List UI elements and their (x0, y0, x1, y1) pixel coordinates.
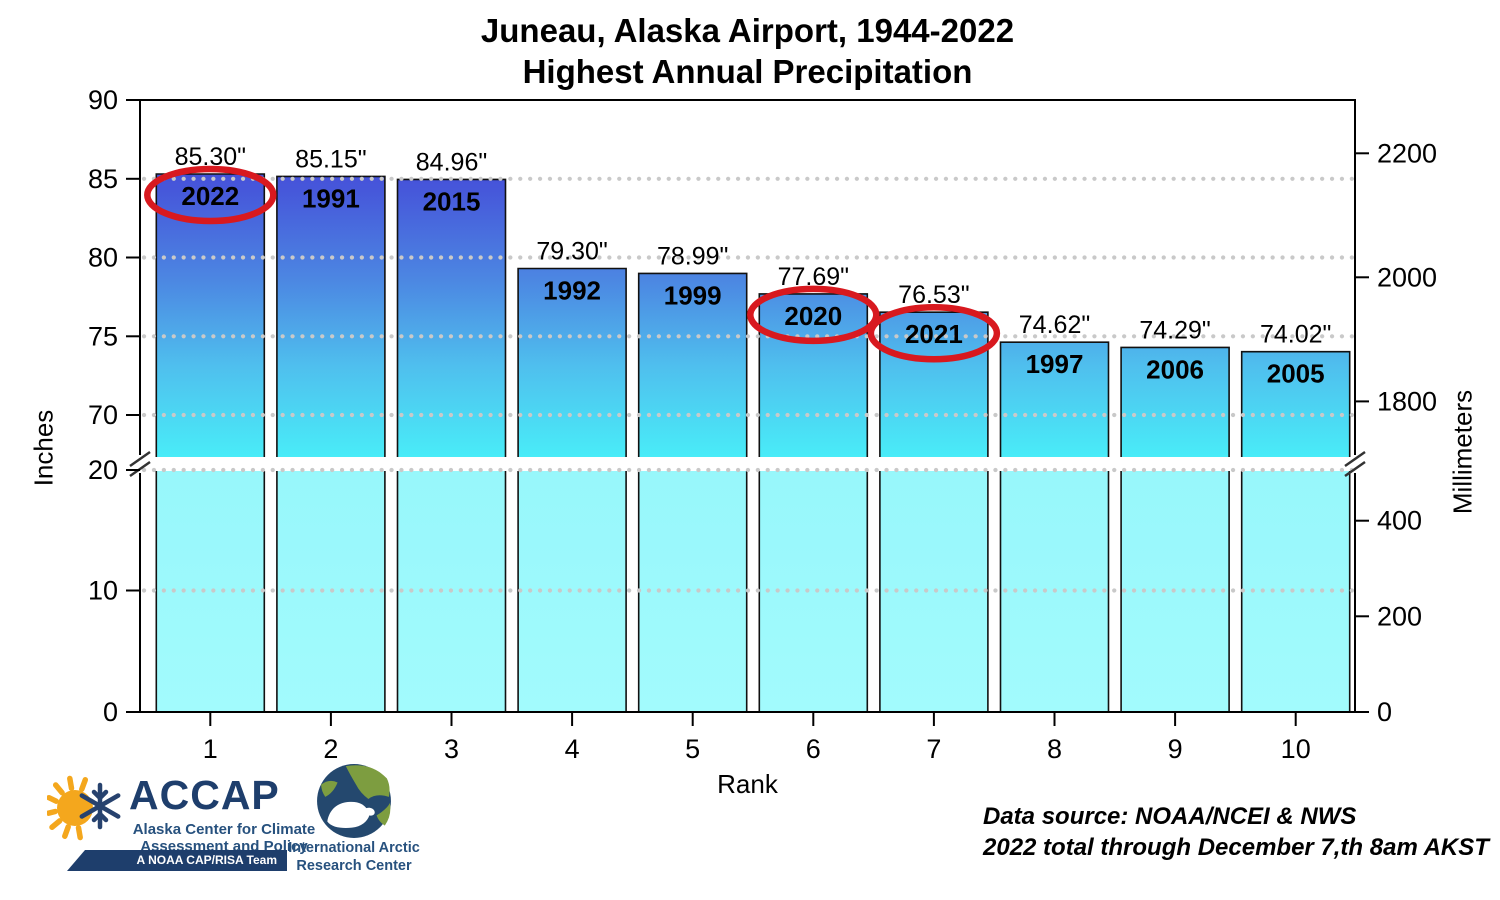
iarc-title-line-2: Research Center (296, 857, 412, 874)
iarc-title: International Arctic Research Center (286, 840, 422, 875)
bar-year-label: 2022 (181, 181, 239, 211)
bar-value-label: 74.29" (1139, 316, 1210, 344)
bar-rank-6 (758, 293, 869, 713)
left-axis-tick-label: 85 (88, 164, 118, 194)
bar-value-label: 74.62" (1019, 311, 1090, 339)
accap-logo: ACCAP Alaska Center for Climate Assessme… (45, 762, 315, 880)
left-axis-tick-label: 70 (88, 400, 118, 430)
x-axis-tick-label: 1 (203, 734, 218, 764)
bar-year-label: 2006 (1146, 354, 1204, 384)
x-axis-tick-label: 10 (1281, 734, 1311, 764)
bar-year-label: 1999 (664, 280, 722, 310)
left-axis-tick-label: 0 (103, 697, 118, 727)
left-axis-tick-label: 80 (88, 243, 118, 273)
right-axis-tick-label: 0 (1377, 697, 1392, 727)
bar-rank-3 (396, 178, 507, 713)
x-axis-tick-label: 2 (323, 734, 338, 764)
bar-rank-1 (155, 173, 266, 713)
right-axis-tick-label: 400 (1377, 506, 1422, 536)
bar-year-label: 1997 (1026, 349, 1084, 379)
right-axis-tick-label: 2200 (1377, 138, 1437, 168)
bar-value-label: 79.30" (536, 238, 607, 266)
left-axis-tick-label: 90 (88, 85, 118, 115)
sun-snowflake-icon (47, 775, 121, 841)
bar-value-label: 78.99" (657, 242, 728, 270)
noaa-cap-risa-banner: A NOAA CAP/RISA Team (67, 850, 287, 871)
left-axis-tick-label: 75 (88, 321, 118, 351)
x-axis-tick-label: 4 (565, 734, 580, 764)
bar-rank-7 (879, 311, 989, 713)
bar-year-label: 2015 (423, 186, 481, 216)
bar-value-label: 74.02" (1260, 321, 1331, 349)
x-axis-tick-label: 6 (806, 734, 821, 764)
x-axis-tick-label: 9 (1168, 734, 1183, 764)
x-axis-tick-label: 5 (685, 734, 700, 764)
bar-value-label: 84.96" (416, 148, 487, 176)
y-axis-label-millimeters: Millimeters (1447, 389, 1478, 515)
bar-year-label: 2005 (1267, 359, 1325, 389)
bar-year-label: 1991 (302, 183, 360, 213)
right-axis-tick-label: 2000 (1377, 262, 1437, 292)
right-axis-tick-label: 1800 (1377, 386, 1437, 416)
bar-rank-8 (999, 341, 1110, 713)
bar-year-label: 2020 (784, 301, 842, 331)
axis-break-mark (129, 450, 151, 478)
right-axis-tick-label: 200 (1377, 601, 1422, 631)
bar-year-label: 2021 (905, 319, 963, 349)
accap-wordmark: ACCAP (129, 772, 280, 818)
left-axis-tick-label: 20 (88, 455, 118, 485)
x-axis-tick-label: 8 (1047, 734, 1062, 764)
bar-rank-5 (637, 272, 748, 713)
left-axis-tick-label: 10 (88, 576, 118, 606)
globe-polar-bear-icon (317, 764, 391, 838)
x-axis-label-rank: Rank (717, 769, 778, 799)
bar-year-label: 1992 (543, 276, 601, 306)
bar-rank-10 (1240, 350, 1351, 713)
data-source-line-2: 2022 total through December 7,th 8am AKS… (983, 834, 1489, 861)
x-axis-tick-label: 3 (444, 734, 459, 764)
highlight-ellipse-year-2021 (867, 303, 1001, 363)
data-source-line-1: Data source: NOAA/NCEI & NWS (983, 803, 1357, 830)
data-source-note: Data source: NOAA/NCEI & NWS 2022 total … (983, 801, 1489, 863)
bar-value-label: 85.15" (295, 145, 366, 173)
title-line-2: Highest Annual Precipitation (522, 53, 973, 90)
iarc-logo: International Arctic Research Center (286, 762, 422, 875)
y-axis-label-inches: Inches (28, 409, 59, 487)
x-axis-tick-label: 7 (926, 734, 941, 764)
bar-rank-9 (1120, 346, 1230, 713)
chart-title: Juneau, Alaska Airport, 1944-2022 Highes… (140, 10, 1355, 92)
axis-break-mark (1344, 450, 1366, 478)
bar-rank-2 (276, 175, 386, 713)
highlight-ellipse-year-2020 (747, 285, 880, 345)
iarc-title-line-1: International Arctic (288, 840, 420, 856)
accap-subtitle-line-1: Alaska Center for Climate (132, 821, 316, 838)
highlight-ellipse-year-2022 (144, 165, 277, 225)
title-line-1: Juneau, Alaska Airport, 1944-2022 (480, 12, 1015, 49)
